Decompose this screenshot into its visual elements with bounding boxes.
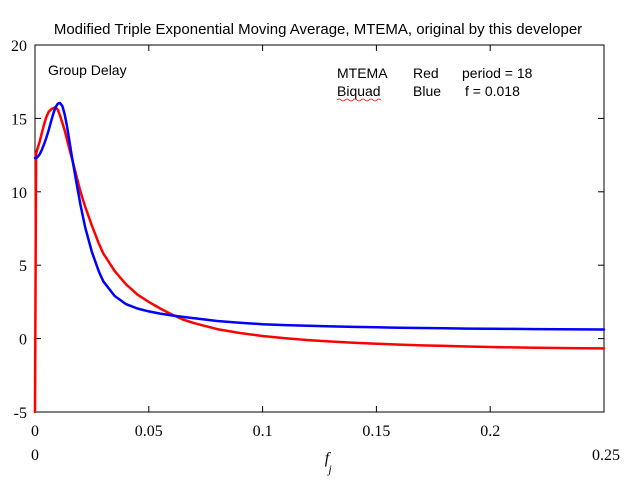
annotation-biquad-param: f = 0.018 bbox=[465, 83, 520, 99]
annotation-mtema-color: Red bbox=[413, 65, 439, 81]
y-tick-label: 20 bbox=[11, 38, 27, 55]
y-tick-label: 5 bbox=[19, 258, 27, 275]
annotation-biquad-name: Biquad bbox=[337, 83, 381, 99]
annotation-group-delay: Group Delay bbox=[48, 62, 127, 78]
plot-border bbox=[34, 44, 605, 413]
annotation-mtema-name: MTEMA bbox=[337, 65, 388, 81]
x-range-max-label: 0.25 bbox=[592, 447, 620, 464]
series-layer bbox=[33, 101, 606, 414]
annotation-biquad-color: Blue bbox=[413, 83, 441, 99]
x-tick-label: 0.1 bbox=[253, 423, 273, 440]
plot-area bbox=[34, 44, 605, 413]
spellcheck-underline bbox=[336, 98, 382, 102]
x-axis-label: f bbox=[325, 450, 332, 467]
series-line-blue bbox=[33, 101, 606, 331]
x-tick-label: 0.15 bbox=[362, 423, 390, 440]
x-range-min-label: 0 bbox=[31, 447, 39, 464]
x-tick-label: 0 bbox=[31, 423, 39, 440]
y-tick-label: 10 bbox=[11, 185, 27, 202]
y-tick-label: 15 bbox=[11, 111, 27, 128]
series-line-red bbox=[33, 106, 606, 414]
x-tick-label: 0.05 bbox=[135, 423, 163, 440]
annotation-mtema-param: period = 18 bbox=[462, 65, 533, 81]
chart-title: Modified Triple Exponential Moving Avera… bbox=[54, 21, 582, 38]
x-axis-label-subscript: j bbox=[326, 462, 332, 476]
x-tick-label: 0.2 bbox=[480, 423, 500, 440]
y-tick-label: -5 bbox=[14, 405, 27, 422]
y-tick-label: 0 bbox=[19, 332, 27, 349]
